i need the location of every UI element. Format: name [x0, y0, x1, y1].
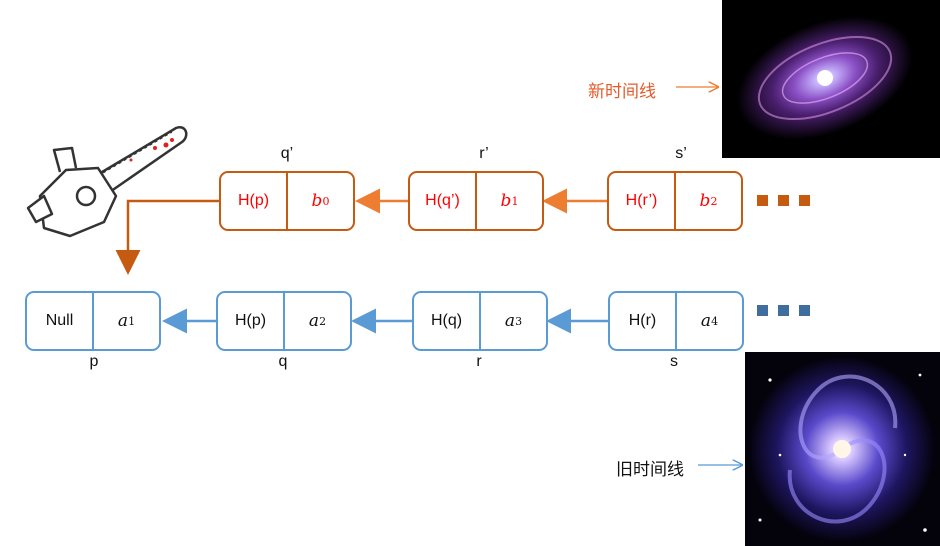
label-q: q — [278, 353, 288, 370]
old-block-hash: Null — [27, 293, 94, 349]
label-q-prime: q’ — [280, 145, 294, 162]
label-r-prime: r’ — [479, 145, 489, 162]
old-block-hash: H(r) — [610, 293, 677, 349]
galaxy-bottom-image — [745, 352, 940, 546]
label-r: r — [476, 353, 482, 370]
old-block-hash: H(q) — [414, 293, 481, 349]
new-block-hash: H(r’) — [609, 173, 676, 229]
new-block-hash: H(q’) — [410, 173, 477, 229]
galaxy-top-image — [722, 0, 940, 158]
label-p: p — [89, 353, 99, 370]
label-s-prime: s’ — [675, 145, 687, 162]
label-s: s — [670, 353, 678, 370]
old-timeline-label: 旧时间线 — [616, 460, 684, 480]
new-timeline-label: 新时间线 — [588, 82, 656, 102]
fork-arrow — [115, 199, 219, 275]
chainsaw-icon — [26, 125, 188, 238]
new-block-hash: H(p) — [221, 173, 288, 229]
old-block-hash: H(p) — [218, 293, 285, 349]
old-chain-continuation — [757, 305, 810, 316]
new-chain-continuation — [757, 195, 810, 206]
